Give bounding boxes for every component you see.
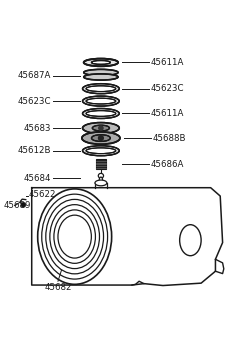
Circle shape [99, 126, 103, 130]
Ellipse shape [83, 96, 119, 106]
Circle shape [99, 136, 103, 141]
Ellipse shape [91, 61, 110, 64]
Circle shape [21, 202, 26, 207]
Text: 45683: 45683 [23, 123, 51, 133]
Ellipse shape [84, 58, 118, 66]
Ellipse shape [83, 146, 119, 156]
Ellipse shape [83, 122, 119, 133]
Text: 45623C: 45623C [17, 96, 51, 106]
Text: 45686A: 45686A [151, 160, 184, 169]
Text: 45682: 45682 [44, 283, 72, 292]
Ellipse shape [84, 74, 118, 80]
Ellipse shape [98, 173, 103, 178]
Bar [96, 159, 106, 169]
Text: 45611A: 45611A [151, 58, 184, 67]
Text: 45622: 45622 [29, 190, 56, 199]
Ellipse shape [83, 108, 119, 119]
Text: 45687A: 45687A [18, 71, 51, 80]
Ellipse shape [82, 132, 120, 144]
Text: 45689: 45689 [3, 201, 30, 210]
Ellipse shape [84, 69, 118, 76]
Ellipse shape [86, 86, 116, 92]
Ellipse shape [99, 177, 102, 183]
Ellipse shape [92, 125, 109, 131]
Ellipse shape [86, 110, 116, 116]
Text: 45612B: 45612B [17, 146, 51, 155]
Text: 45623C: 45623C [151, 84, 185, 93]
Text: 45684: 45684 [23, 174, 51, 183]
Ellipse shape [83, 84, 119, 94]
Text: 45688B: 45688B [153, 134, 186, 143]
Text: 45611A: 45611A [151, 109, 184, 118]
Ellipse shape [91, 135, 110, 141]
Ellipse shape [86, 98, 116, 104]
Ellipse shape [86, 148, 116, 154]
Ellipse shape [95, 180, 107, 186]
